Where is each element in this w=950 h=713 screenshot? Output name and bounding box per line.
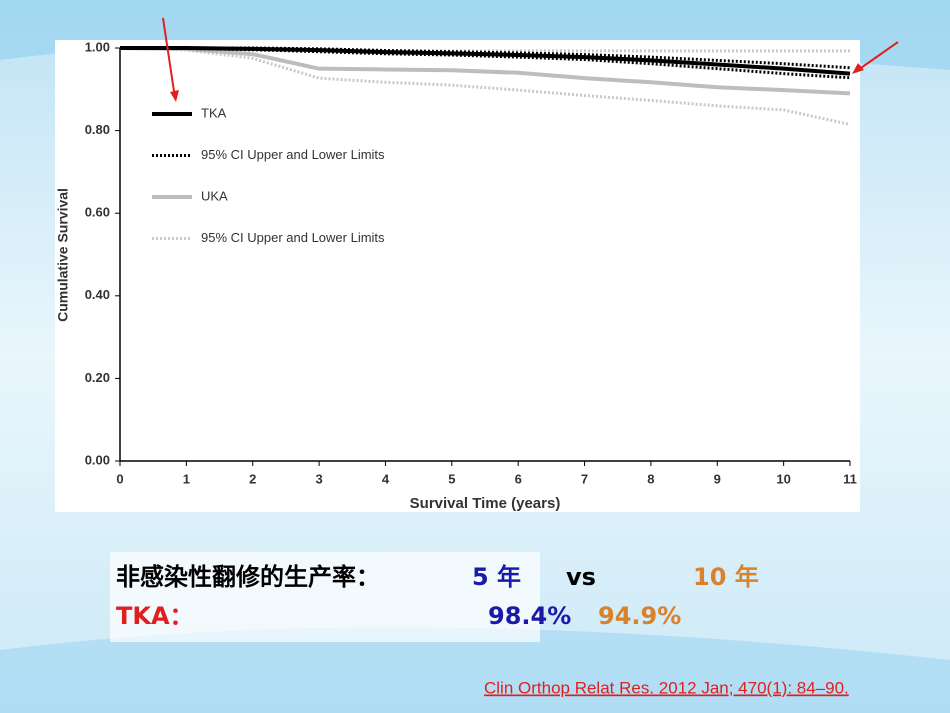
- chart: 0.00 0.20 0.40 0.60 0.80 1.00 0 1 2 3 4 5 6 7 8 9 10 11 TK…: [85, 39, 857, 486]
- arrow-head: [852, 63, 864, 74]
- legend-label: UKA: [201, 188, 228, 203]
- survival-line: [120, 46, 851, 76]
- x-axis-label: Survival Time (years): [410, 495, 561, 512]
- arrow-head: [170, 90, 179, 102]
- y-axis-label: Cumulative Survival: [55, 188, 71, 322]
- caption-10y: 10 年: [693, 563, 759, 591]
- y-tick-label: 0.40: [85, 287, 110, 302]
- y-tick-label: 0.00: [85, 452, 110, 467]
- wave: [0, 627, 950, 713]
- caption-panel: [110, 552, 540, 642]
- arrow: [162, 17, 176, 99]
- x-tick-label: 5: [448, 471, 455, 486]
- chart-panel: [55, 40, 860, 512]
- legend-label: 95% CI Upper and Lower Limits: [201, 230, 385, 245]
- x-tick-label: 6: [515, 471, 522, 486]
- caption-label: 非感染性翻修的生产率：: [116, 563, 380, 591]
- arrow: [857, 41, 899, 71]
- caption-tka: TKA：: [116, 602, 194, 630]
- caption-vs: vs: [566, 563, 596, 591]
- x-tick-label: 2: [249, 471, 256, 486]
- x-tick-label: 3: [315, 471, 322, 486]
- y-tick-label: 1.00: [85, 39, 110, 54]
- x-tick-label: 7: [581, 471, 588, 486]
- x-tick-label: 4: [382, 471, 390, 486]
- legend-label: 95% CI Upper and Lower Limits: [201, 147, 385, 162]
- x-tick-label: 1: [183, 471, 190, 486]
- legend-label: TKA: [201, 105, 227, 120]
- y-tick-label: 0.60: [85, 205, 110, 220]
- x-tick-label: 0: [116, 471, 123, 486]
- survival-line: [119, 46, 851, 96]
- caption-tka-10y: 94.9%: [598, 602, 681, 630]
- x-tick-label: 10: [776, 471, 790, 486]
- ci-lower-line: [119, 46, 851, 126]
- y-tick-label: 0.80: [85, 122, 110, 137]
- caption-5y: 5 年: [472, 563, 521, 591]
- y-tick-label: 0.20: [85, 370, 110, 385]
- caption-tka-5y: 98.4%: [488, 602, 571, 630]
- x-tick-label: 9: [714, 471, 721, 486]
- x-tick-label: 8: [647, 471, 654, 486]
- citation[interactable]: Clin Orthop Relat Res. 2012 Jan; 470(1):…: [484, 678, 849, 697]
- x-tick-label: 11: [843, 471, 857, 486]
